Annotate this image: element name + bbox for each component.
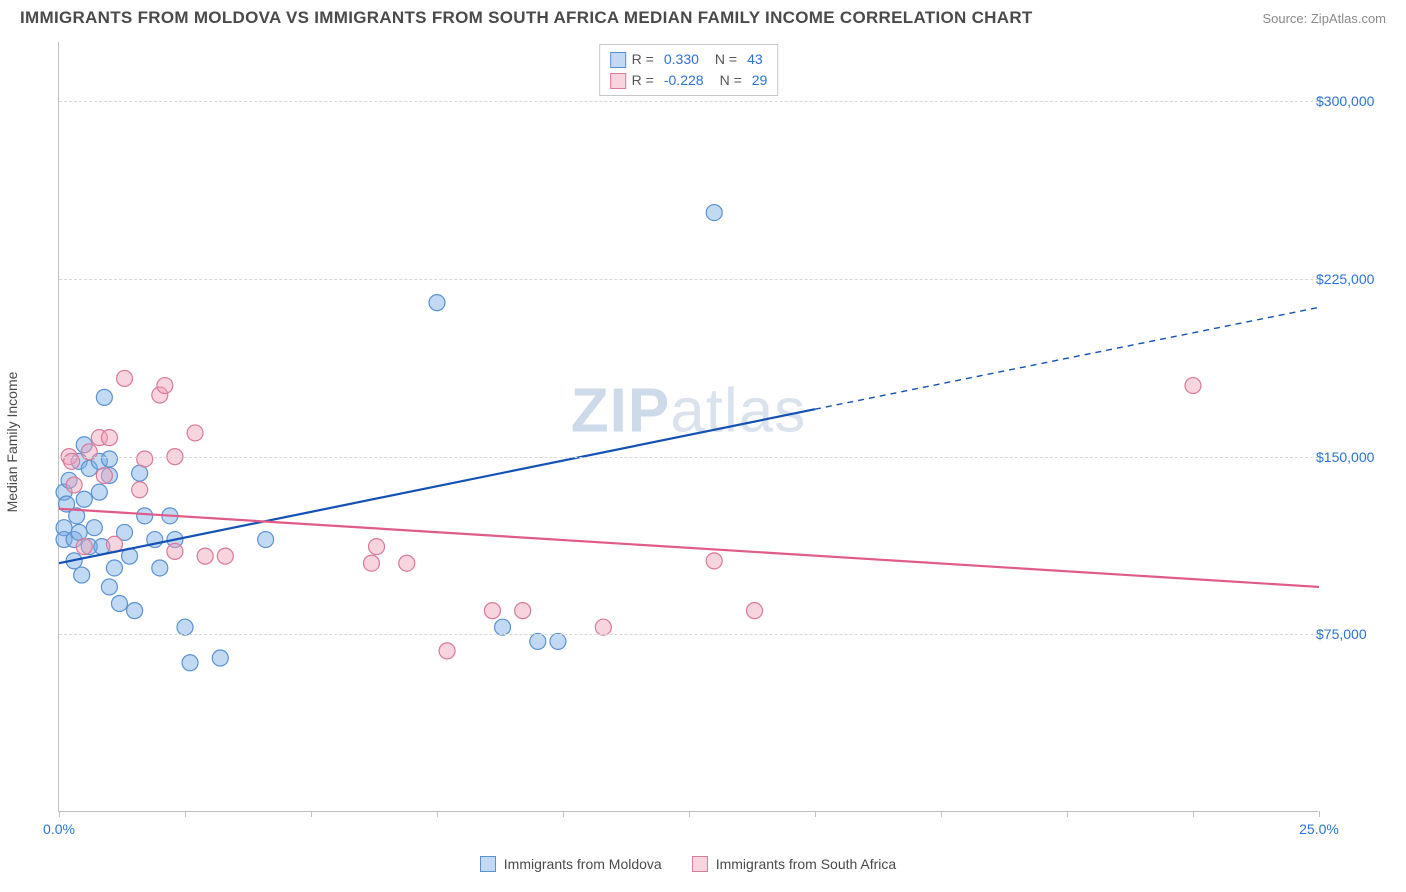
scatter-point — [187, 425, 203, 441]
scatter-point — [363, 555, 379, 571]
scatter-point — [212, 650, 228, 666]
scatter-point — [182, 655, 198, 671]
scatter-point — [71, 524, 87, 540]
x-tick — [1193, 811, 1194, 817]
scatter-point — [66, 477, 82, 493]
legend-n-southafrica: 29 — [752, 70, 768, 91]
scatter-point — [74, 567, 90, 583]
gridline — [59, 279, 1318, 280]
scatter-point — [91, 484, 107, 500]
legend-r-moldova: 0.330 — [664, 49, 699, 70]
scatter-point — [550, 633, 566, 649]
scatter-point — [197, 548, 213, 564]
scatter-point — [101, 579, 117, 595]
legend-r-southafrica: -0.228 — [664, 70, 704, 91]
bottom-legend-moldova-label: Immigrants from Moldova — [504, 856, 662, 872]
title-bar: IMMIGRANTS FROM MOLDOVA VS IMMIGRANTS FR… — [0, 0, 1406, 32]
scatter-point — [439, 643, 455, 659]
x-tick — [689, 811, 690, 817]
plot-svg — [59, 42, 1318, 811]
plot-area: ZIPatlas R = 0.330 N = 43 R = -0.228 N =… — [58, 42, 1318, 812]
scatter-point — [706, 553, 722, 569]
x-label-left: 0.0% — [43, 821, 75, 837]
x-tick — [941, 811, 942, 817]
scatter-point — [86, 520, 102, 536]
scatter-point — [399, 555, 415, 571]
scatter-point — [76, 491, 92, 507]
trendline — [59, 509, 1319, 587]
swatch-southafrica-bottom — [692, 856, 708, 872]
scatter-point — [76, 539, 92, 555]
scatter-point — [217, 548, 233, 564]
swatch-southafrica — [610, 73, 626, 89]
scatter-point — [101, 430, 117, 446]
chart-container: Median Family Income ZIPatlas R = 0.330 … — [48, 42, 1386, 842]
gridline — [59, 457, 1318, 458]
scatter-point — [530, 633, 546, 649]
scatter-point — [495, 619, 511, 635]
gridline — [59, 101, 1318, 102]
bottom-legend: Immigrants from Moldova Immigrants from … — [58, 856, 1318, 872]
scatter-point — [152, 560, 168, 576]
scatter-point — [137, 508, 153, 524]
scatter-point — [177, 619, 193, 635]
correlation-legend: R = 0.330 N = 43 R = -0.228 N = 29 — [599, 44, 779, 96]
x-tick — [1319, 811, 1320, 817]
trendline — [59, 409, 815, 563]
x-tick — [437, 811, 438, 817]
legend-r-label2: R = — [632, 70, 654, 91]
legend-row-moldova: R = 0.330 N = 43 — [610, 49, 768, 70]
scatter-point — [484, 603, 500, 619]
swatch-moldova-bottom — [480, 856, 496, 872]
bottom-legend-moldova: Immigrants from Moldova — [480, 856, 662, 872]
legend-n-label2: N = — [720, 70, 742, 91]
scatter-point — [167, 543, 183, 559]
x-tick — [563, 811, 564, 817]
scatter-point — [258, 532, 274, 548]
chart-title: IMMIGRANTS FROM MOLDOVA VS IMMIGRANTS FR… — [20, 8, 1033, 28]
scatter-point — [747, 603, 763, 619]
y-axis-label: Median Family Income — [4, 372, 20, 513]
scatter-point — [132, 482, 148, 498]
scatter-point — [127, 603, 143, 619]
x-tick — [311, 811, 312, 817]
scatter-point — [515, 603, 531, 619]
legend-n-moldova: 43 — [747, 49, 763, 70]
scatter-point — [101, 451, 117, 467]
scatter-point — [429, 295, 445, 311]
legend-r-label: R = — [632, 49, 654, 70]
scatter-point — [706, 205, 722, 221]
scatter-point — [157, 378, 173, 394]
y-tick-label: $75,000 — [1316, 626, 1388, 642]
y-tick-label: $150,000 — [1316, 449, 1388, 465]
y-tick-label: $225,000 — [1316, 271, 1388, 287]
bottom-legend-southafrica: Immigrants from South Africa — [692, 856, 897, 872]
scatter-point — [1185, 378, 1201, 394]
scatter-point — [132, 465, 148, 481]
x-label-right: 25.0% — [1299, 821, 1339, 837]
scatter-point — [96, 468, 112, 484]
trendline-extrapolated — [815, 307, 1319, 409]
x-tick — [185, 811, 186, 817]
scatter-point — [106, 560, 122, 576]
scatter-point — [137, 451, 153, 467]
legend-n-label: N = — [715, 49, 737, 70]
swatch-moldova — [610, 52, 626, 68]
x-tick — [59, 811, 60, 817]
x-tick — [1067, 811, 1068, 817]
source-label: Source: ZipAtlas.com — [1262, 11, 1386, 26]
y-tick-label: $300,000 — [1316, 93, 1388, 109]
scatter-point — [369, 539, 385, 555]
x-tick — [815, 811, 816, 817]
gridline — [59, 634, 1318, 635]
scatter-point — [595, 619, 611, 635]
scatter-point — [96, 389, 112, 405]
scatter-point — [111, 596, 127, 612]
scatter-point — [117, 370, 133, 386]
bottom-legend-southafrica-label: Immigrants from South Africa — [716, 856, 897, 872]
legend-row-southafrica: R = -0.228 N = 29 — [610, 70, 768, 91]
